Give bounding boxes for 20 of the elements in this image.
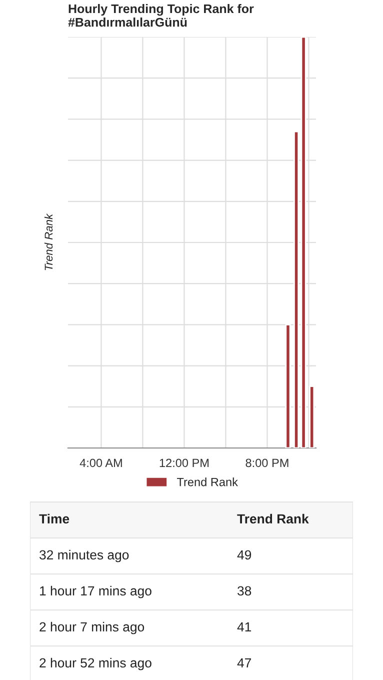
text: Trend Rank [237, 514, 309, 524]
text: Time [39, 514, 70, 524]
text: 38 [238, 586, 252, 596]
x-tick-label: 4:00 AM [80, 458, 122, 468]
bar [300, 37, 306, 448]
text: 41 [237, 622, 252, 632]
text: 49 [237, 550, 252, 560]
bar [294, 130, 300, 448]
x-tick-label: 8:00 PM [246, 458, 288, 468]
x-tick-label: 12:00 PM [160, 458, 209, 468]
text: 47 [237, 658, 252, 668]
text: 2 hour 52 mins ago [40, 658, 152, 670]
text: 32 minutes ago [40, 550, 129, 562]
bar [309, 386, 315, 448]
text: 2 hour 7 mins ago [40, 622, 144, 634]
text: 1 hour 17 mins ago [40, 586, 152, 598]
legend-label: Trend Rank [176, 478, 238, 486]
bar [285, 324, 291, 448]
chart-title: Hourly Trending Topic Rank for #BandırmalılarGünü [68, 4, 254, 27]
y-axis-title: Trend Rank [44, 213, 53, 270]
